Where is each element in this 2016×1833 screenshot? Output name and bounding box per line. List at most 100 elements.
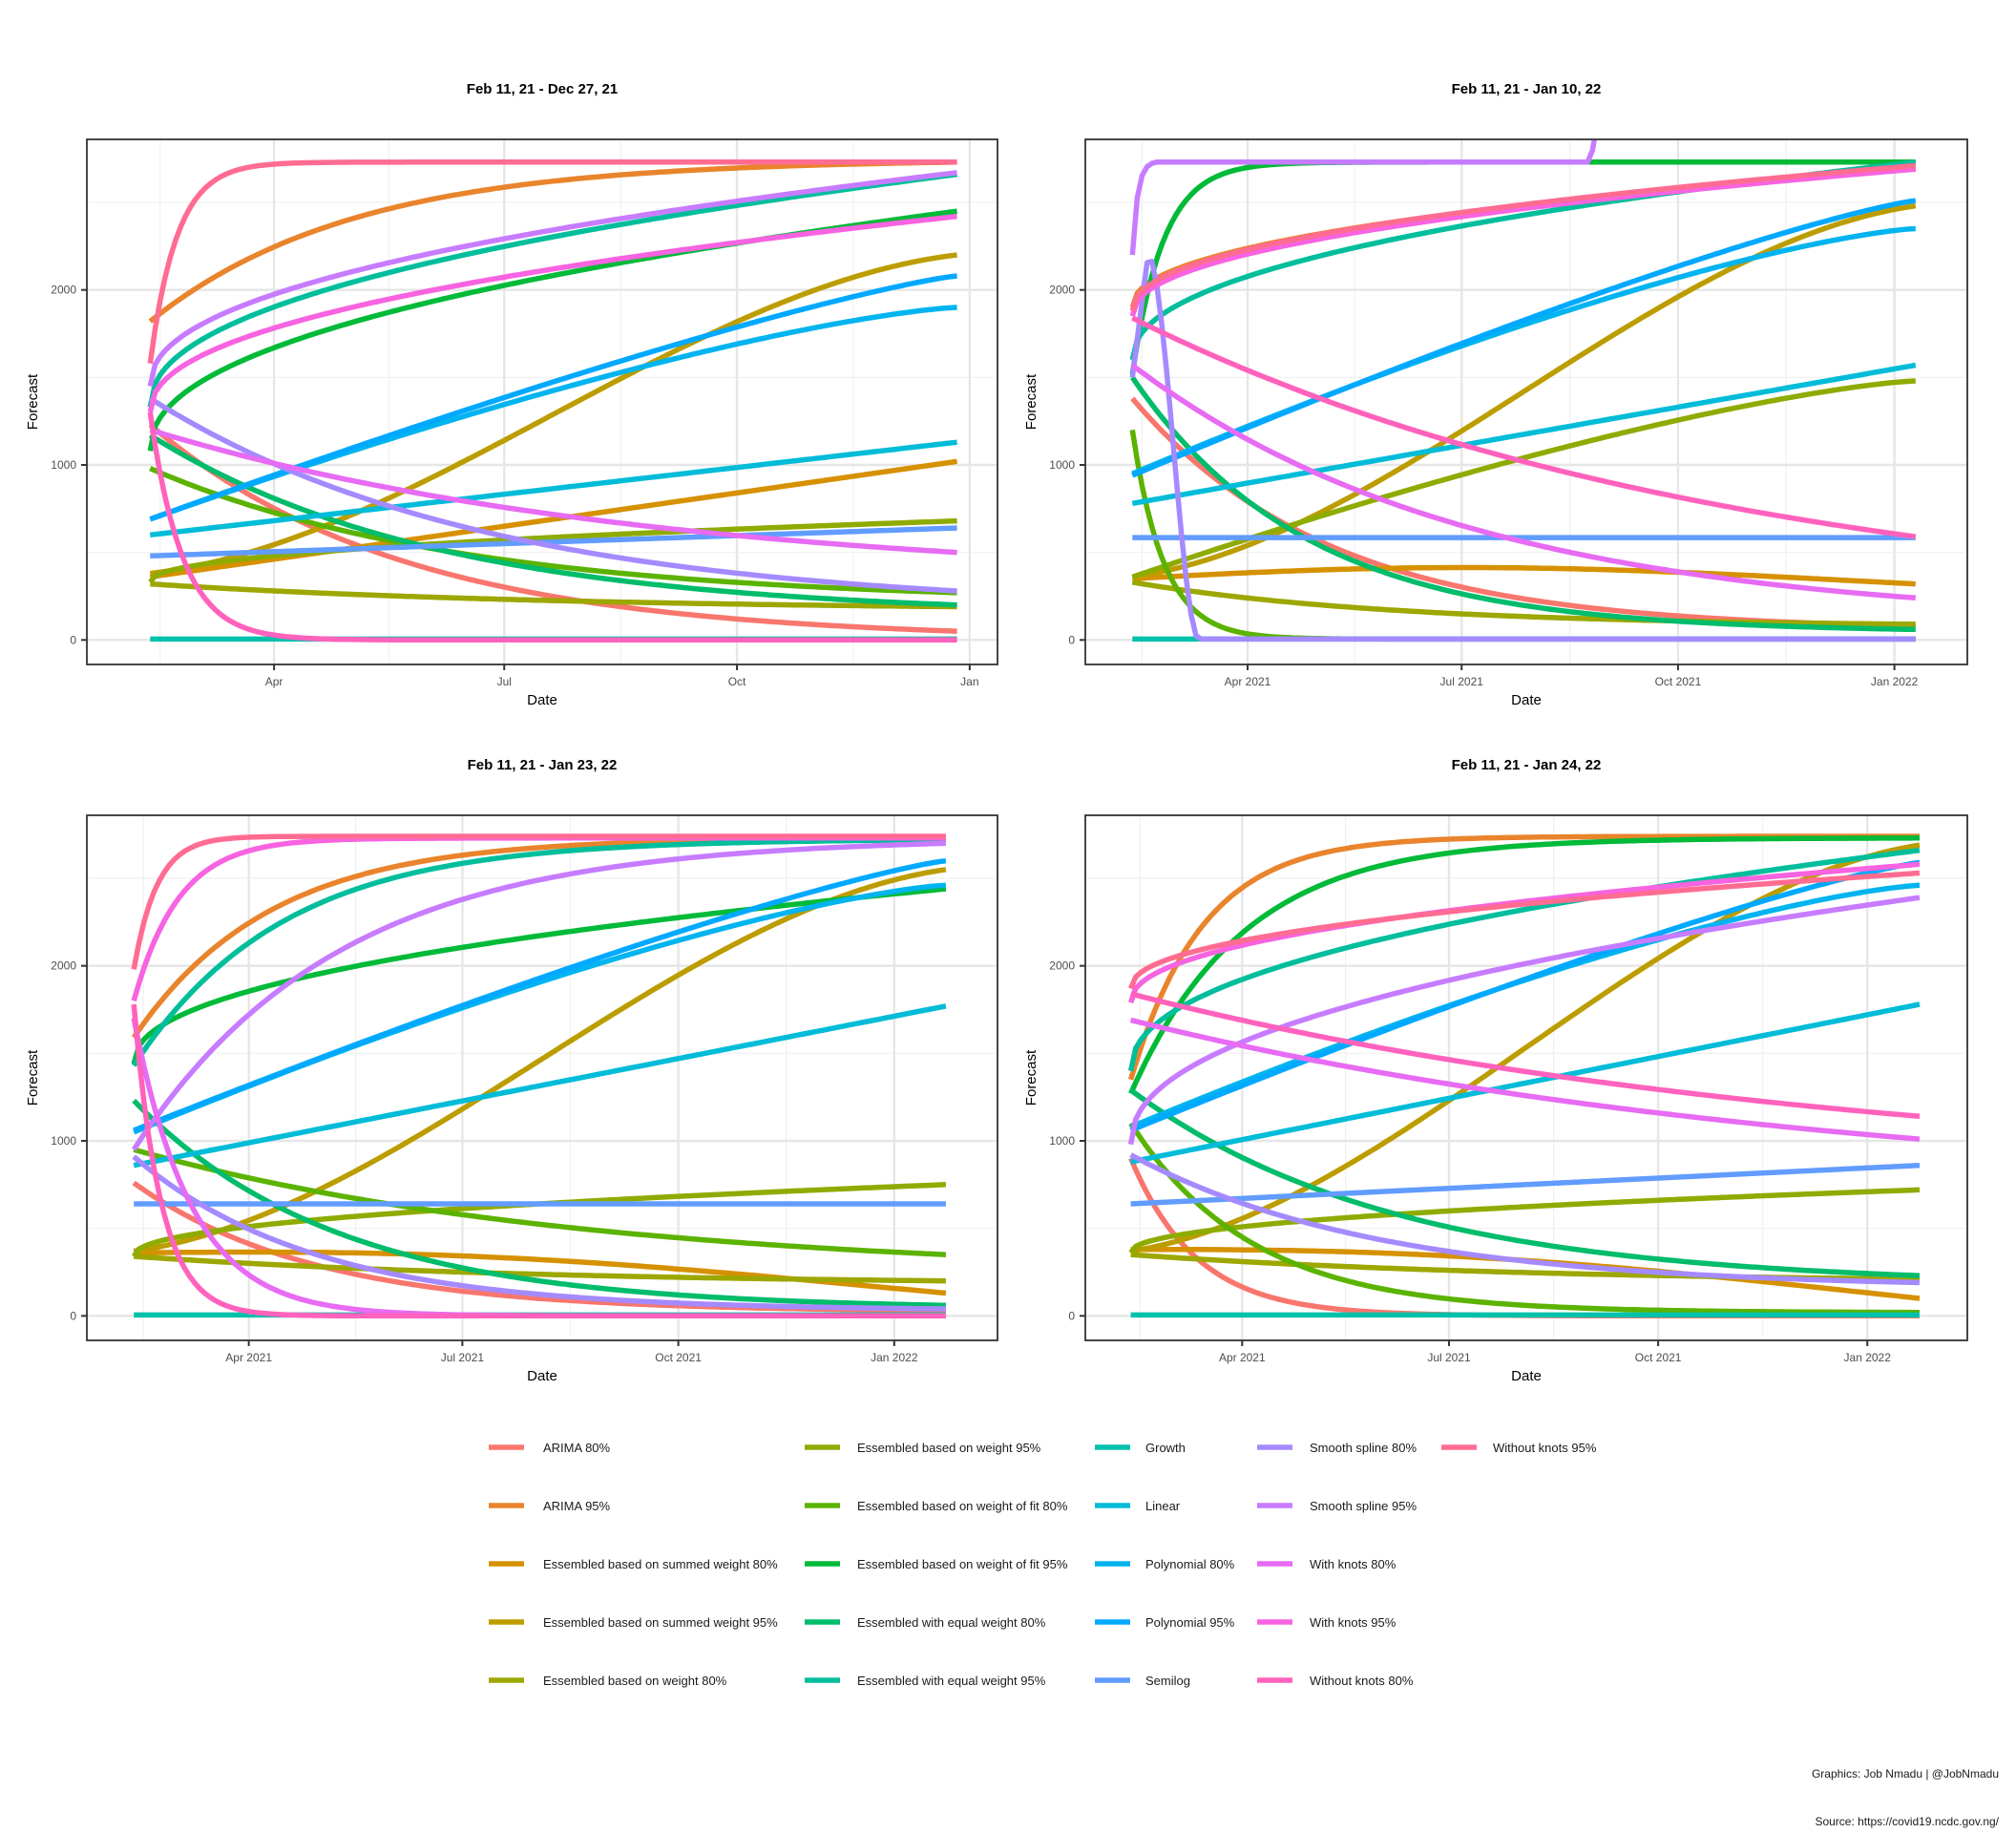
y-tick-label: 2000 [51,959,76,973]
panel-2: Feb 11, 21 - Jan 10, 22 0 1000 2000 Apr 2021… [1023,81,1968,708]
series-line-with-knots-95 [147,213,957,413]
panel-title: Feb 11, 21 - Jan 24, 22 [1452,757,1602,773]
series-line-smooth-spline-80 [1129,1152,1921,1286]
legend-label: Essembled with equal weight 95% [857,1674,1046,1688]
legend-item: Essembled based on weight 80% [489,1674,727,1688]
y-tick-label: 2000 [51,284,76,297]
series-line-essembled-with-equal-weight-95 [131,836,946,1067]
panel-border [1084,138,1968,665]
x-tick-label: Jan 2022 [1844,1351,1892,1364]
legend-item: Linear [1095,1499,1181,1513]
series-line-polynomial-95 [1131,198,1917,478]
legend-label: With knots 95% [1310,1615,1396,1630]
y-axis-title: Forecast [25,1049,41,1106]
series-line-without-knots-95 [147,159,957,365]
y-tick-label: 0 [1068,633,1075,646]
legend-label: Growth [1145,1441,1186,1455]
legend-item: Essembled based on weight 95% [805,1441,1041,1455]
y-tick-label: 1000 [1049,458,1075,472]
y-tick-label: 0 [1068,1309,1075,1322]
legend-label: Smooth spline 95% [1310,1499,1417,1513]
legend-item: Essembled based on weight of fit 80% [805,1499,1068,1513]
y-tick-label: 1000 [51,1134,76,1148]
series-line-essembled-based-on-summed-weight-80 [1132,564,1916,587]
legend-label: With knots 80% [1310,1557,1396,1571]
legend-label: Essembled with equal weight 80% [857,1615,1046,1630]
y-axis-title: Forecast [1023,1049,1040,1106]
x-axis-title: Date [1511,692,1542,708]
legend-item: With knots 95% [1257,1615,1396,1630]
legend-label: Semilog [1145,1674,1190,1688]
legend-item: Without knots 80% [1257,1674,1414,1688]
x-tick-label: Jan [960,675,978,688]
panel-border [1084,814,1968,1341]
legend-item: Semilog [1095,1674,1190,1688]
legend-item: Smooth spline 80% [1257,1441,1417,1455]
legend-label: Essembled based on summed weight 95% [543,1615,778,1630]
legend-item: Growth [1095,1441,1186,1455]
x-tick-label: Jul 2021 [1427,1351,1471,1364]
series-line-linear [1131,362,1917,507]
series-line-essembled-based-on-weight-95 [1131,378,1916,579]
series-line-polynomial-95 [1129,859,1921,1133]
series-line-smooth-spline-95 [1127,895,1921,1146]
credit-graphics: Graphics: Job Nmadu | @JobNmadu [1812,1767,1999,1780]
legend-label: Essembled based on weight of fit 95% [857,1557,1068,1571]
panel-title: Feb 11, 21 - Jan 10, 22 [1452,81,1602,97]
credit-source: Source: https://covid19.ncdc.gov.ng/ [1815,1815,1999,1828]
series-line-smooth-spline-95 [147,170,957,388]
x-axis-title: Date [527,1368,557,1384]
series-line-essembled-based-on-weight-80 [133,1254,946,1284]
legend-item: With knots 80% [1257,1557,1396,1571]
y-tick-label: 2000 [1049,284,1075,297]
series-line-with-knots-80 [149,427,957,556]
x-tick-label: Apr 2021 [1225,675,1271,688]
series-line-arima-95 [148,159,957,324]
x-tick-label: Oct [728,675,746,688]
legend-label: Polynomial 95% [1145,1615,1235,1630]
x-tick-label: Oct 2021 [1635,1351,1682,1364]
panel-border [86,138,998,665]
series-line-essembled-with-equal-weight-80 [148,432,957,608]
panel-4: Feb 11, 21 - Jan 24, 22 0 1000 2000 Apr 2021… [1023,757,1968,1384]
series-line-essembled-with-equal-weight-95 [1127,847,1921,1072]
legend-label: ARIMA 95% [543,1499,611,1513]
series-line-with-knots-80 [1130,363,1917,601]
legend-item: ARIMA 95% [489,1499,611,1513]
x-tick-label: Jan 2022 [1871,675,1919,688]
legend-item: ARIMA 80% [489,1441,611,1455]
y-tick-label: 1000 [51,458,76,472]
series-line-essembled-with-equal-weight-80 [1128,1087,1921,1278]
legend-item: Essembled with equal weight 80% [805,1615,1046,1630]
series-line-essembled-based-on-summed-weight-80 [149,458,958,580]
panel-1: Feb 11, 21 - Dec 27, 21 0 1000 2000 Apr Jul Oc… [25,81,998,708]
series-line-smooth-spline-80 [132,1154,946,1312]
x-tick-label: Oct 2021 [655,1351,702,1364]
series-line-essembled-with-equal-weight-80 [1130,375,1916,633]
series-line-essembled-based-on-weight-80 [150,580,957,610]
series-line-essembled-based-on-weight-of-fit-95 [131,886,947,1065]
legend-label: Without knots 80% [1310,1674,1414,1688]
panel-border [86,814,998,1341]
series-line-polynomial-95 [149,273,957,522]
legend-label: Without knots 95% [1493,1441,1597,1455]
legend: ARIMA 80% ARIMA 95% Essembled based on sum… [489,1441,1597,1688]
panel-title: Feb 11, 21 - Jan 23, 22 [468,757,618,773]
legend-label: ARIMA 80% [543,1441,611,1455]
series-line-without-knots-80 [1129,991,1921,1120]
y-tick-label: 2000 [1049,959,1075,973]
series-line-without-knots-80 [131,1003,946,1319]
series-line-linear [133,1003,947,1169]
series-line-semilog [1130,1162,1921,1207]
series-line-semilog [150,525,957,559]
x-axis-title: Date [1511,1368,1542,1384]
y-tick-label: 1000 [1049,1134,1075,1148]
x-tick-label: Apr [265,675,284,688]
x-axis-title: Date [527,692,557,708]
legend-label: Linear [1145,1499,1181,1513]
panel-3: Feb 11, 21 - Jan 23, 22 0 1000 2000 Apr 2021… [25,757,998,1384]
x-tick-label: Apr 2021 [225,1351,272,1364]
legend-label: Smooth spline 80% [1310,1441,1417,1455]
x-tick-label: Jul 2021 [1440,675,1484,688]
